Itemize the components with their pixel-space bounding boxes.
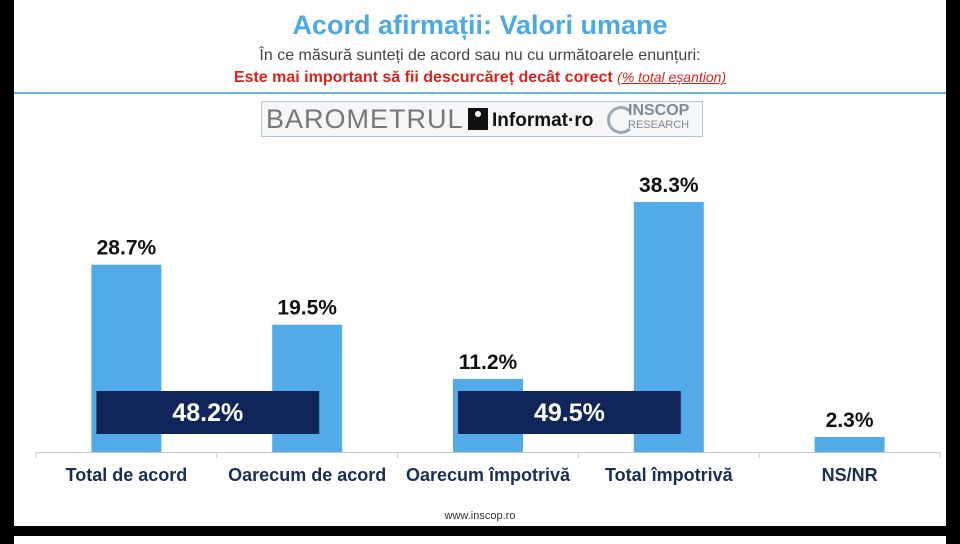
data-label-3: 38.3% bbox=[639, 174, 699, 197]
inscop-text: INSCOP RESEARCH bbox=[628, 102, 690, 132]
aggregate-box-1 bbox=[458, 391, 681, 434]
chart-title: Acord afirmații: Valori umane bbox=[292, 10, 668, 40]
bar-chart: 28.7% Total de acord 19.5% Oarecum de acord… bbox=[35, 174, 941, 485]
aggregate-box-0 bbox=[96, 391, 320, 434]
data-label-4: 2.3% bbox=[826, 409, 874, 432]
data-label-0: 28.7% bbox=[97, 237, 157, 260]
chart-subtitle: În ce măsură sunteți de acord sau nu cu … bbox=[259, 47, 701, 64]
category-label-2: Oarecum împotrivă bbox=[406, 465, 571, 485]
category-label-0: Total de acord bbox=[66, 465, 188, 485]
footer-url: www.inscop.ro bbox=[444, 510, 516, 522]
slide: Acord afirmații: Valori umane În ce măsu… bbox=[14, 0, 946, 526]
question-note: (% total eșantion) bbox=[617, 69, 727, 85]
category-label-1: Oarecum de acord bbox=[228, 465, 386, 485]
aggregate-label-1: 49.5% bbox=[534, 399, 605, 427]
category-label-4: NS/NR bbox=[822, 465, 878, 485]
barometru-logo-banner: BAROMETRUL Informat·ro INSCOP RESEARCH bbox=[261, 101, 703, 137]
barometru-text: BAROMETRUL bbox=[266, 104, 464, 134]
data-label-1: 19.5% bbox=[277, 297, 337, 320]
category-label-3: Total împotrivă bbox=[605, 465, 734, 485]
data-label-2: 11.2% bbox=[459, 351, 518, 374]
question-statement: Este mai important să fii descurcăreț de… bbox=[233, 69, 613, 86]
informat-text: Informat·ro bbox=[492, 110, 594, 131]
header-divider bbox=[14, 92, 946, 94]
aggregate-label-0: 48.2% bbox=[172, 399, 243, 427]
question-text: Este mai important să fii descurcăreț de… bbox=[14, 69, 946, 87]
bar-4 bbox=[814, 436, 885, 452]
bottom-strip bbox=[14, 536, 946, 544]
informat-icon bbox=[468, 108, 488, 130]
inscop-icon bbox=[607, 106, 635, 134]
